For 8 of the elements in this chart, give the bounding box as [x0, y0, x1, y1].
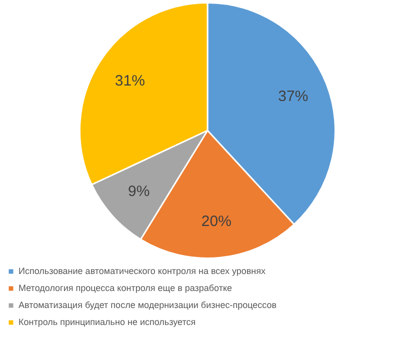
data-label: 20% [201, 213, 232, 230]
data-label: 37% [278, 88, 308, 106]
legend-label: Использование автоматического контроля на всех уровнях [18, 266, 266, 276]
legend-label: Методология процесса контроля еще в разработке [18, 282, 232, 293]
legend-label: Контроль принципиально не используется [18, 316, 196, 327]
data-label: 31% [114, 72, 145, 90]
data-label: 9% [128, 182, 150, 200]
legend-label: Автоматизация будет после модернизации бизнес-процессов [18, 300, 277, 310]
